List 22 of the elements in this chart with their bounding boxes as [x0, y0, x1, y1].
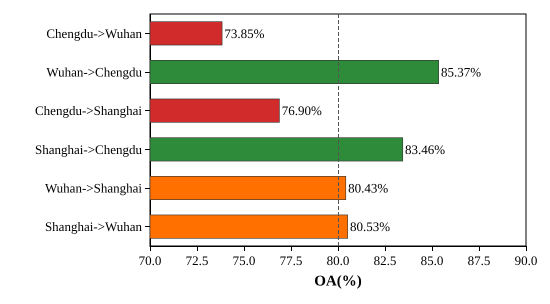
x-tick-label: 80.0: [326, 253, 350, 268]
data-label: 85.37%: [440, 64, 482, 80]
x-tick-label: 70.0: [138, 253, 162, 268]
data-label: 76.90%: [282, 103, 322, 118]
x-tick-label: 77.5: [280, 253, 302, 268]
data-label: 83.46%: [405, 142, 446, 157]
y-tick-label: Chengdu->Shanghai: [35, 103, 142, 118]
data-label: 80.53%: [350, 219, 390, 234]
x-tick-label: 90.0: [514, 253, 538, 268]
x-tick-label: 87.5: [468, 253, 490, 268]
x-axis-title: OA(%): [314, 274, 362, 290]
x-tick-label: 82.5: [374, 253, 396, 268]
x-tick-label: 72.5: [186, 253, 208, 268]
y-tick-label: Shanghai->Chengdu: [35, 142, 142, 157]
y-tick-label: Wuhan->Shanghai: [44, 180, 142, 196]
y-tick-label: Wuhan->Chengdu: [46, 64, 142, 80]
y-tick-label: Shanghai->Wuhan: [44, 219, 142, 234]
data-label: 80.43%: [348, 180, 388, 196]
data-label: 73.85%: [224, 26, 265, 41]
x-tick-label: 75.0: [232, 253, 256, 268]
y-tick-label: Chengdu->Wuhan: [46, 26, 142, 41]
x-tick-label: 85.0: [420, 253, 444, 268]
